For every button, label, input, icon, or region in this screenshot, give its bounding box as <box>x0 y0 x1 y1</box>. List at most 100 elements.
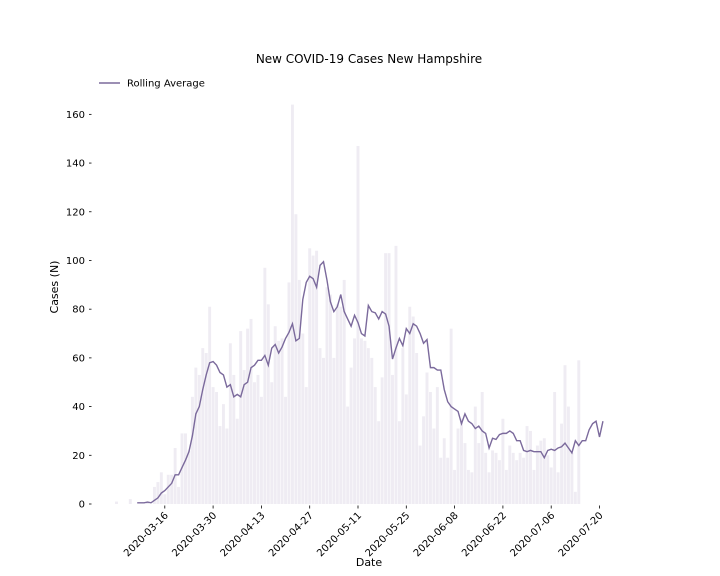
bar <box>270 382 274 504</box>
bar <box>428 391 432 504</box>
bar <box>332 357 336 504</box>
bar <box>370 357 374 504</box>
x-tick-label: 2020-07-06 <box>508 510 557 559</box>
x-tick-label: 2020-04-13 <box>219 510 268 559</box>
bar <box>480 391 484 504</box>
bar <box>301 333 305 504</box>
bar <box>439 457 443 504</box>
bar <box>249 318 253 504</box>
bar <box>253 382 256 504</box>
bar <box>228 343 232 504</box>
bar <box>294 214 298 504</box>
bar <box>391 374 394 504</box>
bar <box>287 282 291 504</box>
bar <box>460 418 463 504</box>
bar <box>556 472 560 504</box>
bar <box>246 328 250 504</box>
bar <box>342 279 346 504</box>
bar <box>515 460 519 504</box>
bar <box>470 472 474 504</box>
bar <box>204 353 208 504</box>
bar <box>435 387 439 504</box>
bar <box>194 367 198 504</box>
bar <box>339 306 343 504</box>
bar <box>401 348 405 504</box>
bar <box>380 377 384 504</box>
bar <box>453 469 457 504</box>
bar <box>225 428 229 504</box>
bar <box>166 474 170 504</box>
y-tick-label: 160 <box>66 110 85 121</box>
bar <box>218 426 222 504</box>
bar <box>511 452 515 504</box>
y-tick-label: 80 <box>72 305 85 316</box>
bar <box>387 253 391 504</box>
bar <box>522 457 526 504</box>
y-tick-label: 140 <box>66 159 85 170</box>
bar <box>456 428 460 504</box>
bar <box>442 438 446 504</box>
bar <box>115 501 118 504</box>
bar <box>466 469 470 504</box>
bar <box>504 469 508 504</box>
bar <box>487 472 491 504</box>
rolling-average-line <box>137 260 604 504</box>
bar <box>215 391 219 504</box>
bar <box>239 331 243 504</box>
bar <box>525 426 529 504</box>
y-tick-label: 40 <box>72 402 85 413</box>
bar <box>563 365 567 504</box>
bar <box>484 452 488 504</box>
x-tick-label: 2020-06-08 <box>412 510 461 559</box>
bar <box>497 460 501 504</box>
bar <box>546 455 550 504</box>
bar <box>397 421 401 504</box>
bar <box>197 374 201 504</box>
bar <box>508 445 512 504</box>
bar <box>184 433 187 504</box>
bar <box>335 304 339 504</box>
bar <box>449 328 453 504</box>
x-tick-label: 2020-05-11 <box>315 510 364 559</box>
bar <box>187 450 191 504</box>
bar <box>566 406 570 504</box>
bar <box>560 423 564 504</box>
bar <box>577 360 581 504</box>
bar <box>359 338 363 504</box>
bar <box>146 501 150 504</box>
bar <box>304 387 308 504</box>
bar <box>570 452 574 504</box>
bar <box>190 396 194 504</box>
bar <box>346 406 350 504</box>
bar <box>208 306 212 504</box>
bar <box>529 430 532 504</box>
bar <box>463 443 467 504</box>
bar-series <box>115 104 581 505</box>
bar <box>432 428 436 504</box>
bar <box>422 416 426 504</box>
x-axis-ticks: 2020-03-16 2020-03-30 2020-04-13 2020-04-27… <box>122 505 606 559</box>
bar <box>404 394 408 504</box>
y-axis-label: Cases (N) <box>48 261 61 314</box>
bar <box>373 387 377 504</box>
bar <box>235 418 239 504</box>
y-axis-ticks: 0 20 40 60 80 100 120 140 160 <box>66 110 92 511</box>
x-tick-label: 2020-03-30 <box>170 510 219 559</box>
y-tick-label: 60 <box>72 353 85 364</box>
x-tick-label: 2020-06-22 <box>460 510 509 559</box>
bar <box>242 370 246 504</box>
bar <box>394 245 398 505</box>
bar <box>318 348 322 504</box>
legend: Rolling Average <box>99 79 205 90</box>
bar <box>163 494 167 504</box>
bar <box>277 340 281 504</box>
bar <box>384 253 388 504</box>
bar <box>311 255 315 504</box>
y-tick-label: 120 <box>66 207 85 218</box>
bar <box>290 104 294 505</box>
bar <box>539 440 543 504</box>
bar <box>473 406 477 504</box>
bar <box>328 294 332 504</box>
bar <box>353 338 357 504</box>
